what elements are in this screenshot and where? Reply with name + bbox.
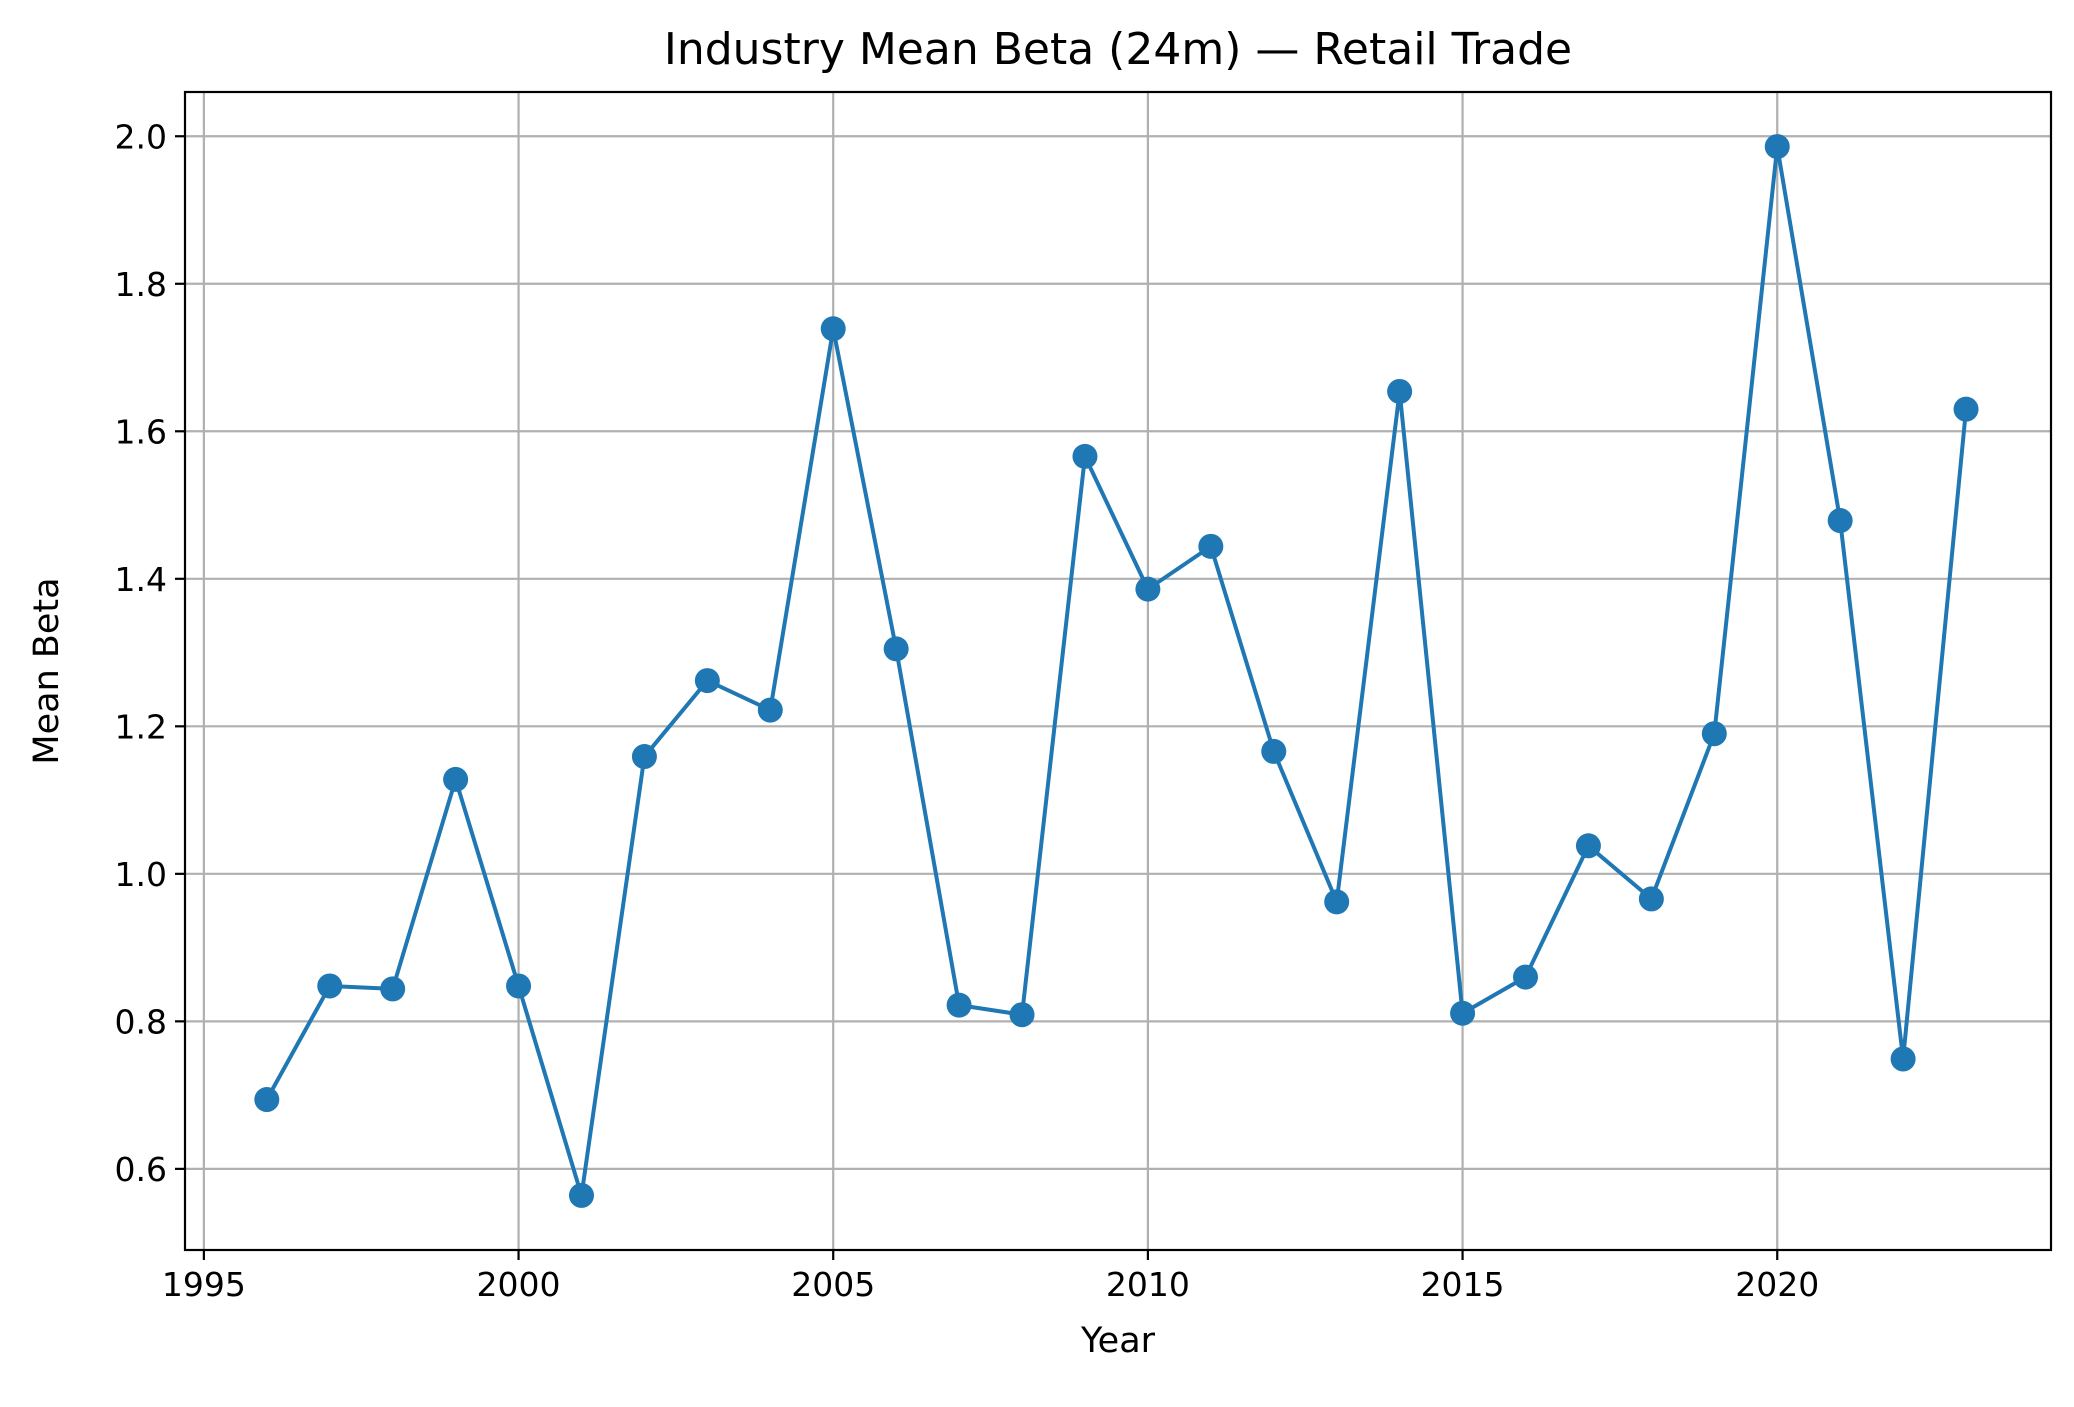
data-point	[694, 668, 720, 694]
data-point	[443, 766, 469, 792]
data-point	[254, 1087, 280, 1113]
data-point	[1953, 396, 1979, 422]
y-axis: 0.6 0.8 1.0 1.2 1.4 1.6 1.8 2.0	[115, 117, 185, 1189]
x-tick-label: 2020	[1735, 1265, 1819, 1304]
series-layer	[254, 134, 1979, 1208]
data-point	[1638, 886, 1664, 912]
data-point	[568, 1182, 594, 1208]
x-tick-label: 2000	[477, 1265, 561, 1304]
data-point	[1198, 533, 1224, 559]
grid	[185, 92, 2051, 1250]
y-tick-label: 1.0	[115, 855, 167, 894]
data-point	[1575, 833, 1601, 859]
data-point	[1512, 964, 1538, 990]
plot-frame	[183, 90, 2053, 1252]
y-tick-label: 2.0	[115, 117, 167, 156]
y-tick-label: 1.4	[115, 560, 167, 599]
data-point	[883, 636, 909, 662]
x-axis: 1995 2000 2005 2010 2015 2020	[162, 1250, 1819, 1304]
y-tick-label: 1.6	[115, 412, 167, 451]
data-point	[1324, 889, 1350, 915]
data-point	[757, 697, 783, 723]
data-point	[1827, 508, 1853, 534]
series-line	[265, 144, 1969, 1198]
x-tick-label: 2010	[1106, 1265, 1190, 1304]
data-point	[317, 973, 343, 999]
data-point	[1009, 1002, 1035, 1028]
x-axis-label: Year	[1080, 1321, 1156, 1361]
x-tick-label: 2005	[791, 1265, 875, 1304]
data-point	[1890, 1046, 1916, 1072]
data-point	[1701, 721, 1727, 747]
data-point	[1450, 1000, 1476, 1026]
chart-title: Industry Mean Beta (24m) — Retail Trade	[664, 24, 1572, 75]
x-tick-label: 1995	[162, 1265, 246, 1304]
data-point	[820, 316, 846, 342]
data-point	[380, 976, 406, 1002]
data-point	[1135, 576, 1161, 602]
y-tick-label: 0.6	[115, 1150, 167, 1189]
data-point	[631, 744, 657, 770]
data-point	[1072, 443, 1098, 469]
data-point	[946, 992, 972, 1018]
data-point	[1764, 134, 1790, 160]
y-tick-label: 1.8	[115, 265, 167, 304]
y-tick-label: 1.2	[115, 707, 167, 746]
x-tick-label: 2015	[1421, 1265, 1505, 1304]
y-tick-label: 0.8	[115, 1002, 167, 1041]
y-axis-label: Mean Beta	[27, 577, 67, 764]
data-point	[1387, 378, 1413, 404]
data-point	[1261, 738, 1287, 764]
data-point	[506, 973, 532, 999]
